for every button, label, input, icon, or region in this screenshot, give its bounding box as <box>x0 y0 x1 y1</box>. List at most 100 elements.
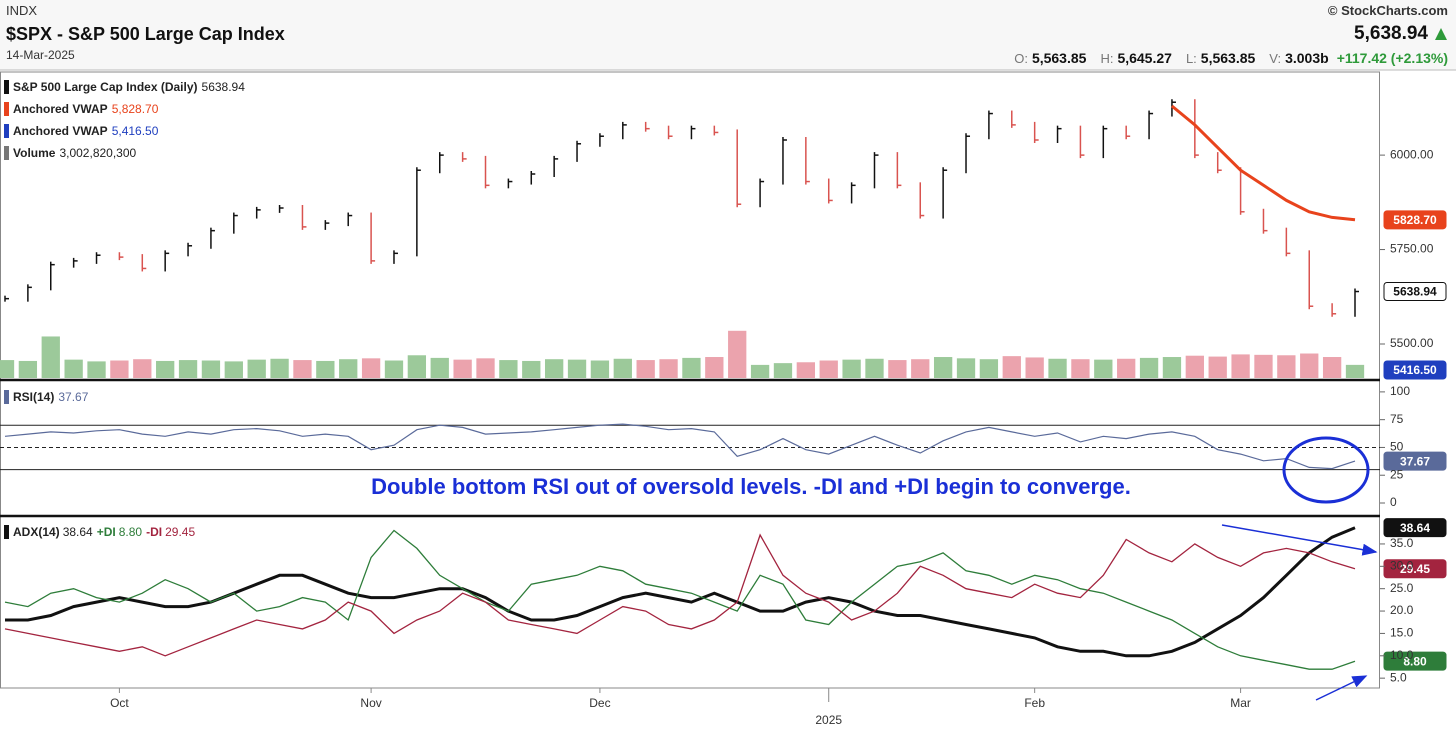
volume-bar <box>1277 355 1296 378</box>
volume-bar <box>750 364 770 378</box>
legend: RSI(14) 37.67 <box>4 386 88 408</box>
x-tick-label: Dec <box>589 696 610 710</box>
volume-bar <box>1117 358 1136 378</box>
y-tick-label: 100 <box>1390 384 1410 398</box>
legend-entry: S&P 500 Large Cap Index (Daily) 5638.94 <box>4 76 245 98</box>
volume-bar <box>1345 364 1365 378</box>
legend-value: 5638.94 <box>201 80 245 94</box>
volume-bar <box>18 360 38 378</box>
volume-bar <box>613 358 632 378</box>
volume-bar <box>1300 353 1319 378</box>
volume-bar <box>1094 359 1113 378</box>
up-arrow <box>1435 28 1447 40</box>
last-price: 5,638.94 <box>1354 23 1428 44</box>
volume-bar <box>888 360 907 378</box>
legend-entry: -DI 29.45 <box>146 521 195 543</box>
quote-line: O: 5,563.85 H: 5,645.27 L: 5,563.85 V: 3.003b +1… <box>1000 50 1448 66</box>
volume-bar <box>1025 357 1044 378</box>
value-tag: 5828.70 <box>1393 213 1437 227</box>
volume-bar <box>682 357 701 378</box>
series-line <box>1170 104 1356 222</box>
y-tick-label: 0 <box>1390 495 1397 509</box>
last-price-box: 5,638.94 <box>1354 23 1448 45</box>
volume-bar <box>430 357 449 378</box>
annotation-arrow <box>1315 675 1368 701</box>
x-tick-label: Nov <box>360 696 381 710</box>
annotation-arrow <box>1221 524 1378 556</box>
y-tick-label: 25 <box>1390 467 1404 481</box>
legend-swatch <box>4 525 9 539</box>
y-tick-label: 75 <box>1390 412 1404 426</box>
y-tick-label: 30.0 <box>1390 558 1414 572</box>
volume-bar <box>499 360 518 378</box>
legend-value: 38.64 <box>62 525 93 539</box>
y-tick-label: 20.0 <box>1390 603 1414 617</box>
annotation-circle <box>1282 436 1370 504</box>
volume-bar <box>979 359 999 378</box>
quote-label: V: <box>1269 51 1282 66</box>
legend-entry: Anchored VWAP 5,828.70 <box>4 98 245 120</box>
volume-bar <box>476 358 495 378</box>
volume-bar <box>293 360 312 378</box>
volume-bar <box>110 360 129 378</box>
brand[interactable]: © StockCharts.com <box>1327 3 1448 18</box>
volume-bar <box>1208 356 1227 378</box>
legend-entry: ADX(14) 38.64 <box>13 521 93 543</box>
header-bg <box>0 0 1456 70</box>
volume-bar <box>1231 354 1250 378</box>
legend: S&P 500 Large Cap Index (Daily) 5638.94 An… <box>4 76 245 164</box>
legend-swatch <box>4 146 9 160</box>
x-tick-label: Oct <box>110 696 129 710</box>
series-line <box>4 423 1356 470</box>
legend-value: 5,416.50 <box>111 124 159 138</box>
volume-bar <box>1002 356 1021 378</box>
annotation: Double bottom RSI out of oversold levels… <box>371 474 1131 499</box>
y-tick-label: 5750.00 <box>1390 242 1434 256</box>
y-tick-label: 15.0 <box>1390 626 1414 640</box>
quote-value: 5,563.85 <box>1200 50 1256 66</box>
legend-swatch <box>4 102 9 116</box>
value-tag-bg <box>1383 282 1447 302</box>
legend-swatch <box>4 80 9 94</box>
title: $SPX - S&P 500 Large Cap Index <box>6 24 285 44</box>
legend-swatch <box>4 390 9 404</box>
legend-value: 8.80 <box>118 525 143 539</box>
y-tick-label: 6000.00 <box>1390 147 1434 161</box>
volume-bar <box>224 361 243 378</box>
volume-bar <box>178 360 198 378</box>
value-tag-bg <box>1383 559 1447 579</box>
legend-entry: Anchored VWAP 5,416.50 <box>4 120 245 142</box>
volume-bar <box>1322 357 1342 378</box>
volume-bar <box>316 360 335 378</box>
x-tick-label: Mar <box>1230 696 1251 710</box>
value-tag-bg <box>1383 518 1447 538</box>
volume-bar <box>956 358 976 378</box>
volume-bar <box>819 360 838 378</box>
volume-bar <box>1139 357 1159 378</box>
y-tick-label: 10.0 <box>1390 648 1414 662</box>
value-tag: 5638.94 <box>1393 285 1437 299</box>
y-tick-label: 5.0 <box>1390 670 1407 684</box>
volume-bar <box>705 357 724 378</box>
volume-bar <box>933 357 953 378</box>
volume-bar <box>384 360 404 378</box>
volume-bar <box>1162 357 1182 378</box>
x-tick-label: 2025 <box>815 713 842 727</box>
legend-name: -DI <box>146 525 163 539</box>
volume-bar <box>339 359 358 378</box>
quote-value: 3.003b <box>1285 50 1329 66</box>
quote-value: 5,563.85 <box>1031 50 1087 66</box>
volume-bar <box>796 362 815 378</box>
legend-name: +DI <box>96 525 116 539</box>
plot-area: 5638.94 5828.70 5416.50 37.67 38.64 8.80 29.45 <box>0 99 1447 671</box>
y-tick-label: 5500.00 <box>1390 336 1434 350</box>
y-tick-label: 50 <box>1390 440 1404 454</box>
legend-entry: Volume 3,002,820,300 <box>4 142 245 164</box>
volume-bar <box>728 330 747 378</box>
legend-name: ADX(14) <box>13 525 60 539</box>
legend-name: RSI(14) <box>13 390 55 404</box>
legend-entry: RSI(14) 37.67 <box>4 386 88 408</box>
quote-value: 5,645.27 <box>1117 50 1172 66</box>
